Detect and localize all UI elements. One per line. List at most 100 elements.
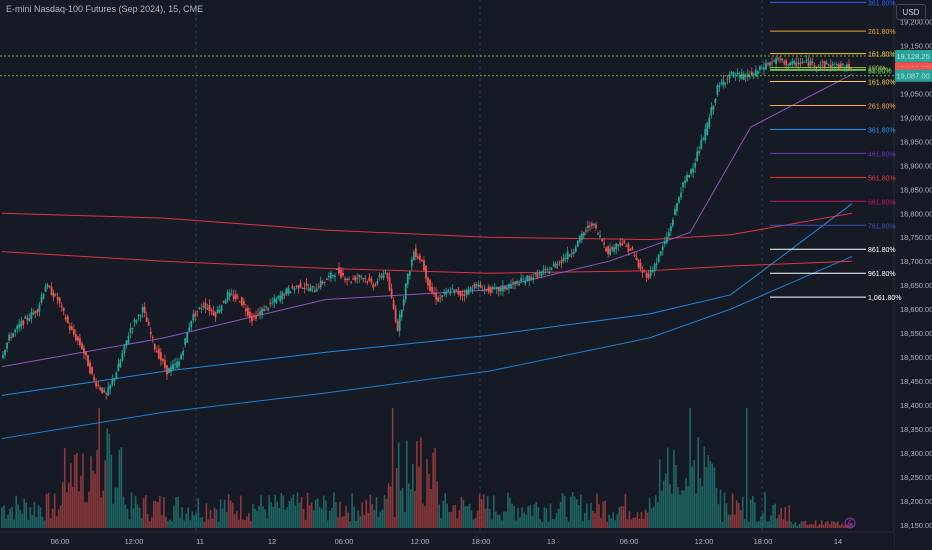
candle-body bbox=[194, 313, 197, 317]
candle-body bbox=[453, 289, 456, 293]
candle-body bbox=[469, 287, 472, 290]
volume-bar bbox=[104, 460, 107, 528]
candle-body bbox=[483, 288, 486, 290]
volume-bar bbox=[624, 493, 627, 528]
volume-bar bbox=[29, 507, 32, 528]
candle-body bbox=[522, 279, 525, 281]
volume-bar bbox=[782, 519, 784, 528]
volume-bar bbox=[235, 511, 238, 528]
volume-bar bbox=[424, 506, 426, 528]
candle-body bbox=[499, 287, 502, 291]
candle-body bbox=[807, 62, 810, 67]
candle-body bbox=[408, 271, 411, 276]
candle-body bbox=[582, 232, 585, 236]
candle-body bbox=[556, 264, 559, 266]
candle-body bbox=[643, 270, 646, 272]
volume-bar bbox=[464, 506, 467, 528]
candle-body bbox=[775, 57, 778, 65]
volume-bar bbox=[51, 508, 54, 528]
candle-body bbox=[759, 66, 761, 71]
time-tick-label: 06:00 bbox=[335, 537, 354, 546]
volume-bar bbox=[268, 495, 270, 528]
volume-bar bbox=[403, 512, 406, 528]
volume-bar bbox=[70, 463, 72, 528]
candle-body bbox=[344, 278, 346, 281]
candle-body bbox=[641, 270, 644, 273]
time-tick-label: 12:00 bbox=[411, 537, 430, 546]
candle-body bbox=[135, 320, 138, 323]
volume-bar bbox=[286, 507, 289, 528]
volume-bar bbox=[707, 455, 710, 528]
candle-body bbox=[263, 309, 265, 312]
candle-body bbox=[439, 297, 442, 299]
candle-body bbox=[754, 69, 757, 76]
candle-body bbox=[141, 306, 144, 313]
volume-bar bbox=[177, 496, 179, 528]
volume-bar bbox=[549, 503, 552, 528]
volume-bar bbox=[195, 513, 198, 528]
candle-body bbox=[692, 168, 695, 173]
volume-bar bbox=[816, 525, 819, 528]
fib-level-label: 261.80% bbox=[868, 103, 896, 110]
candle-body bbox=[44, 286, 47, 292]
volume-bar bbox=[181, 507, 183, 528]
volume-bar bbox=[74, 454, 76, 528]
volume-bar bbox=[124, 504, 127, 528]
volume-bar bbox=[768, 521, 770, 528]
candle-body bbox=[481, 290, 484, 292]
volume-bar bbox=[527, 506, 529, 528]
candle-body bbox=[406, 273, 409, 285]
candle-body bbox=[68, 325, 71, 330]
price-tick-label: 18,900.00 bbox=[900, 161, 932, 170]
volume-bar bbox=[90, 456, 92, 528]
volume-bar bbox=[665, 473, 667, 528]
volume-bar bbox=[25, 502, 28, 528]
volume-bar bbox=[96, 450, 98, 528]
lightning-icon[interactable] bbox=[844, 517, 856, 529]
candle-body bbox=[184, 338, 187, 345]
candle-body bbox=[161, 359, 164, 362]
volume-bar bbox=[499, 514, 501, 528]
candle-body bbox=[829, 64, 832, 68]
price-tick-label: 18,650.00 bbox=[900, 281, 932, 290]
candle-body bbox=[629, 249, 632, 251]
currency-button[interactable]: USD bbox=[896, 4, 926, 20]
candle-body bbox=[76, 336, 79, 341]
volume-bar bbox=[584, 512, 586, 528]
volume-bar bbox=[790, 521, 793, 528]
candle-body bbox=[297, 285, 300, 289]
candle-body bbox=[232, 295, 235, 300]
candle-body bbox=[190, 320, 193, 328]
candle-body bbox=[119, 359, 122, 368]
volume-bar bbox=[559, 501, 562, 528]
candle-body bbox=[10, 337, 13, 339]
volume-bar bbox=[832, 521, 835, 528]
volume-bar bbox=[225, 511, 228, 528]
candle-body bbox=[176, 361, 178, 368]
volume-bar bbox=[535, 502, 538, 528]
candle-body bbox=[485, 288, 488, 290]
candle-body bbox=[404, 283, 407, 299]
volume-bar bbox=[648, 497, 651, 528]
candle-body bbox=[58, 297, 61, 304]
volume-bar bbox=[76, 452, 78, 528]
candle-body bbox=[400, 309, 403, 318]
volume-bar bbox=[393, 516, 396, 528]
candle-body bbox=[734, 75, 737, 77]
price-tick-label: 18,450.00 bbox=[900, 377, 932, 386]
volume-bar bbox=[128, 519, 131, 528]
candle-body bbox=[716, 85, 719, 95]
candle-body bbox=[700, 139, 703, 149]
candle-body bbox=[633, 254, 636, 256]
volume-bar bbox=[175, 497, 177, 528]
volume-bar bbox=[213, 507, 216, 528]
volume-bar bbox=[849, 524, 851, 528]
volume-bar bbox=[598, 504, 600, 528]
volume-bar bbox=[254, 508, 256, 528]
price-tick-label: 18,800.00 bbox=[900, 209, 932, 218]
volume-bar bbox=[569, 496, 572, 528]
candle-body bbox=[425, 265, 427, 279]
volume-bar bbox=[486, 496, 489, 528]
